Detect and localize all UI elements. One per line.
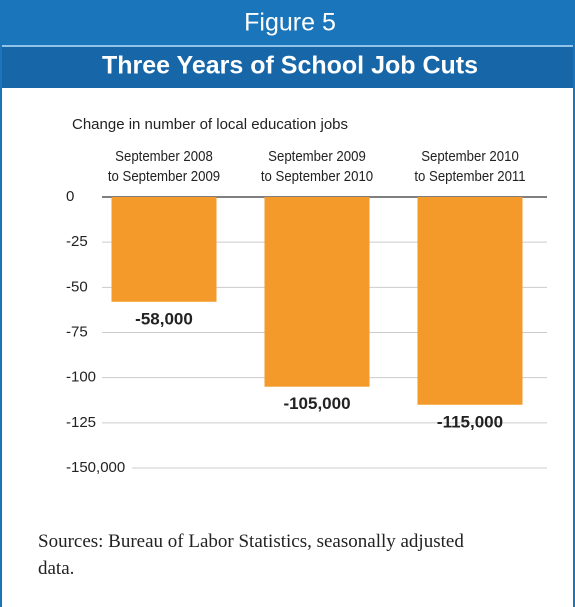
value-label: -115,000 — [437, 412, 503, 431]
value-label: -58,000 — [135, 309, 193, 328]
category-label: September 2009 to September 2010 — [260, 148, 374, 185]
header-band — [2, 0, 573, 46]
y-tick-label: -150,000 — [66, 459, 125, 476]
y-tick-label: -25 — [66, 233, 88, 250]
y-tick-label: 0 — [66, 188, 74, 205]
bar — [417, 197, 523, 405]
y-tick-label: -100 — [66, 369, 96, 386]
y-axis-title: Change in number of local education jobs — [72, 116, 348, 133]
source-note: Sources: Bureau of Labor Statistics, sea… — [38, 531, 464, 579]
y-tick-label: -125 — [66, 414, 96, 431]
chart-title: Three Years of School Job Cuts — [102, 52, 478, 80]
category-label: September 2008 to September 2009 — [107, 148, 221, 185]
y-tick-label: -75 — [66, 323, 88, 340]
category-label: September 2010 to September 2011 — [414, 148, 526, 185]
bar — [264, 197, 370, 387]
bar — [111, 197, 217, 302]
y-tick-label: -50 — [66, 278, 88, 295]
figure-label: Figure 5 — [244, 9, 336, 37]
value-label: -105,000 — [283, 394, 350, 413]
title-band — [2, 46, 573, 88]
